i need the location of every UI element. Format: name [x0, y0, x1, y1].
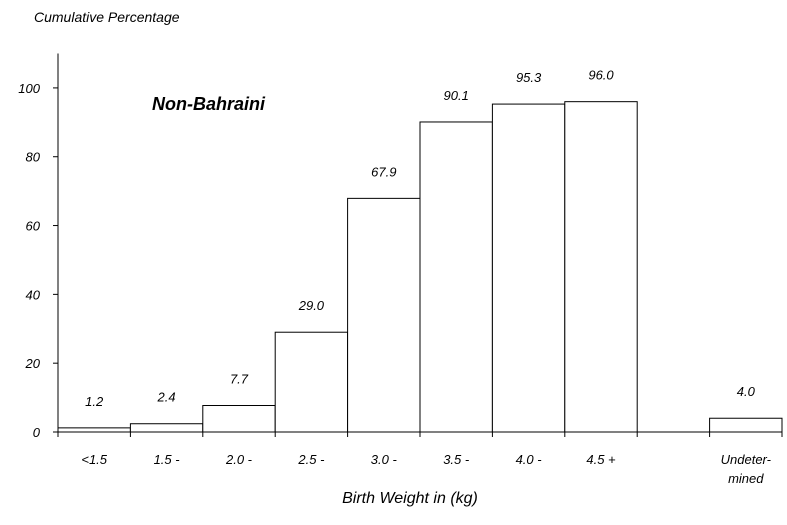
x-tick-label: Undeter-mined — [721, 452, 772, 486]
bar — [57, 427, 131, 433]
x-tick-label: 4.5 + — [586, 452, 616, 467]
bar — [202, 405, 276, 433]
x-axis-title: Birth Weight in (kg) — [342, 490, 478, 507]
bar — [419, 121, 493, 433]
labels: 1.2 <1.5 2.4 1.5 - 7.7 2.0 - 29.0 2.5 - 67.9 3.0 … — [81, 68, 771, 486]
y-tick-label: 100 — [18, 81, 40, 96]
bar — [564, 101, 638, 433]
x-tick-label: 2.5 - — [297, 452, 325, 467]
data-label: 7.7 — [230, 372, 249, 387]
bar — [709, 417, 783, 433]
y-tick-label: 60 — [26, 219, 41, 234]
data-label: 67.9 — [371, 164, 396, 179]
x-tick-label: <1.5 — [81, 452, 107, 467]
y-tick-label: 0 — [33, 425, 41, 440]
chart-annotation: Non-Bahraini — [152, 94, 266, 114]
x-tick-label: 4.0 - — [516, 452, 543, 467]
data-label: 1.2 — [85, 394, 104, 409]
x-tick-label: 1.5 - — [154, 452, 181, 467]
data-label: 90.1 — [444, 88, 469, 103]
y-tick-label: 40 — [26, 287, 41, 302]
x-tick-label: 3.0 - — [371, 452, 398, 467]
y-axis-title: Cumulative Percentage — [34, 9, 180, 25]
data-label: 2.4 — [157, 390, 176, 405]
x-tick-label: 3.5 - — [443, 452, 470, 467]
bar — [347, 197, 421, 433]
data-label: 4.0 — [737, 384, 756, 399]
bar — [491, 103, 566, 433]
data-label: 96.0 — [588, 68, 614, 83]
bars — [57, 101, 783, 433]
bar — [274, 331, 349, 433]
x-tick-label: 2.0 - — [225, 452, 253, 467]
data-label: 95.3 — [516, 70, 542, 85]
bar — [129, 423, 204, 433]
y-tick-label: 20 — [25, 356, 41, 371]
y-tick-label: 80 — [26, 150, 41, 165]
data-label: 29.0 — [298, 298, 325, 313]
